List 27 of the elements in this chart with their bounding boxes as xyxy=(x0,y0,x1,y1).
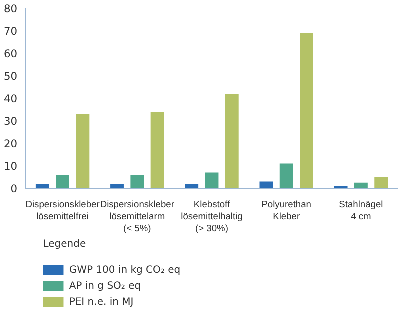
legend-label: AP in g SO₂ eq xyxy=(69,281,142,292)
y-tick-label: 50 xyxy=(4,70,18,83)
y-tick-label: 30 xyxy=(4,115,18,128)
bar xyxy=(76,114,90,188)
x-tick-label: Polyurethan Kleber xyxy=(262,200,312,222)
bar xyxy=(130,175,144,188)
bar xyxy=(205,172,219,188)
legend-label: PEI n.e. in MJ xyxy=(69,297,134,308)
y-tick-label: 20 xyxy=(4,138,18,150)
x-tick-label: Dispersionskleber lösemittelfrei xyxy=(26,200,100,222)
y-tick-label: 80 xyxy=(4,2,18,16)
bar xyxy=(56,175,70,188)
bar xyxy=(225,94,239,188)
bar xyxy=(150,112,164,188)
y-tick-label: 40 xyxy=(4,92,18,106)
bar xyxy=(300,33,314,188)
y-tick-label: 10 xyxy=(4,160,18,173)
y-tick-label: 70 xyxy=(4,25,18,38)
x-tick-label: Klebstoff lösemittelhaltig (> 30%) xyxy=(181,200,243,234)
x-tick-label: Stahlnägel 4 cm xyxy=(339,200,384,222)
y-tick-label: 0 xyxy=(10,182,18,196)
legend-label: GWP 100 in kg CO₂ eq xyxy=(69,265,181,276)
bar xyxy=(280,164,294,188)
y-tick-label: 60 xyxy=(4,48,18,60)
bar xyxy=(374,177,388,188)
legend-title: Legende xyxy=(43,239,86,250)
x-tick-label: Dispersionskleber lösemittelarm (< 5%) xyxy=(100,200,174,234)
